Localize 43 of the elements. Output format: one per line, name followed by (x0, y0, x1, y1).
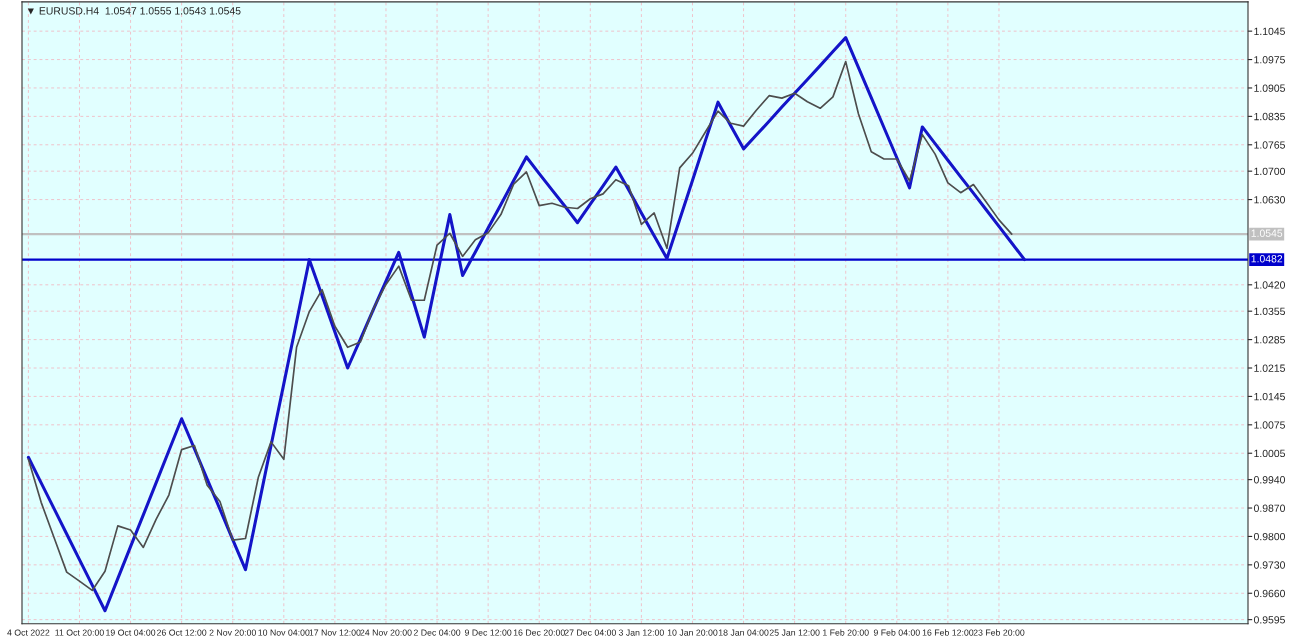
y-tick-label: 0.9730 (1253, 561, 1286, 569)
x-tick-label: 17 Nov 12:00 (309, 629, 361, 636)
ref-line-label: 1.0482 (1251, 255, 1283, 263)
x-tick-label: 27 Dec 04:00 (564, 629, 616, 636)
y-tick-label: 1.0005 (1254, 449, 1285, 458)
y-tick-label: 1.0145 (1254, 392, 1285, 401)
x-tick-label: 4 Oct 2022 (7, 629, 50, 636)
y-tick-label: 1.1045 (1254, 27, 1285, 36)
x-tick-label: 9 Feb 04:00 (873, 629, 920, 636)
y-tick-label: 0.9940 (1253, 476, 1286, 484)
y-tick-label: 1.0975 (1254, 56, 1285, 64)
ref-line-label: 1.0545 (1251, 229, 1283, 237)
y-tick-label: 0.9660 (1253, 589, 1286, 598)
y-tick-label: 1.0420 (1254, 281, 1286, 289)
y-tick-label: 1.0700 (1254, 167, 1286, 176)
y-tick-label: 1.0630 (1254, 196, 1286, 204)
y-tick-label: 1.0355 (1254, 307, 1285, 316)
x-tick-label: 10 Nov 04:00 (258, 629, 310, 636)
y-tick-label: 1.0285 (1254, 336, 1285, 344)
x-tick-label: 26 Oct 12:00 (157, 629, 207, 636)
x-tick-label: 16 Feb 12:00 (922, 629, 974, 636)
y-tick-label: 1.0215 (1254, 364, 1285, 372)
x-tick-label: 19 Oct 04:00 (106, 629, 156, 636)
x-tick-label: 23 Feb 20:00 (973, 629, 1025, 636)
x-tick-label: 1 Feb 20:00 (823, 629, 869, 636)
y-tick-label: 1.0905 (1254, 84, 1285, 92)
x-tick-label: 10 Jan 20:00 (667, 629, 718, 636)
y-tick-label: 1.0075 (1254, 421, 1285, 429)
x-tick-label: 3 Jan 12:00 (618, 629, 664, 636)
x-tick-label: 18 Jan 04:00 (718, 629, 769, 636)
y-tick-label: 0.9800 (1253, 532, 1286, 541)
y-tick-label: 0.9870 (1253, 504, 1286, 512)
x-tick-label: 2 Nov 20:00 (209, 629, 256, 636)
y-tick-label: 1.0765 (1254, 141, 1285, 149)
y-tick-label: 1.0835 (1254, 112, 1285, 121)
x-tick-label: 11 Oct 20:00 (55, 629, 104, 636)
x-tick-label: 16 Dec 20:00 (513, 629, 565, 636)
x-tick-label: 2 Dec 04:00 (413, 629, 461, 636)
x-tick-label: 25 Jan 12:00 (769, 629, 820, 636)
x-tick-label: 24 Nov 20:00 (360, 629, 412, 636)
y-tick-label: 0.9595 (1253, 616, 1285, 624)
x-tick-label: 9 Dec 12:00 (464, 629, 512, 636)
chart-title: ▼ EURUSD.H4 1.0547 1.0555 1.0543 1.0545 (27, 7, 241, 15)
